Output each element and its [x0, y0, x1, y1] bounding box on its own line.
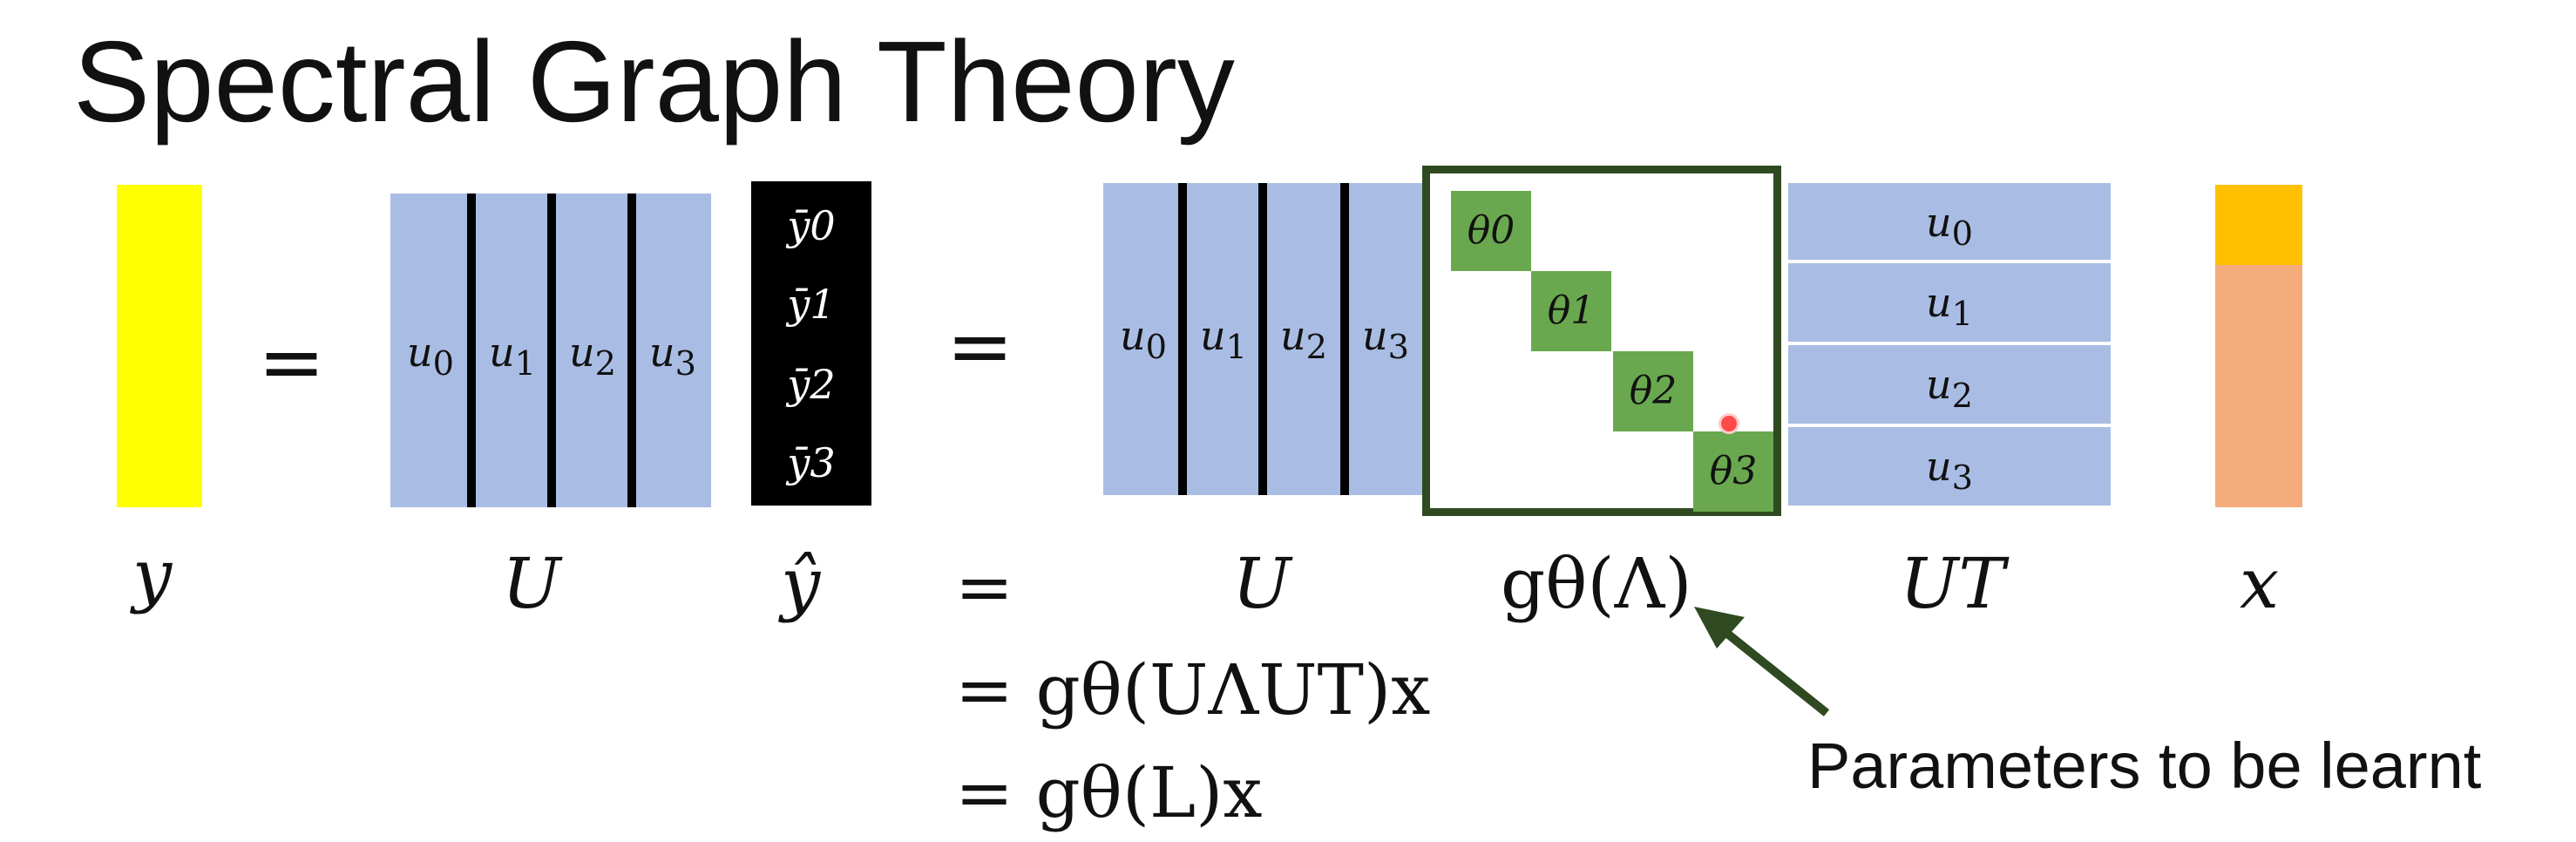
theta-cell: θ3 [1693, 431, 1773, 512]
u-col-sub: 1 [1225, 328, 1248, 368]
ut-row-sub: 1 [1951, 295, 1974, 335]
column-divider [467, 194, 476, 507]
u-col-sub: 3 [675, 344, 697, 384]
y-hat-entry: ȳ1 [787, 281, 836, 328]
u-col-label: u1 [1199, 312, 1248, 368]
u-col-sub: 2 [594, 344, 617, 384]
row-divider [1788, 342, 2111, 345]
equals-sign-2: = [946, 300, 1014, 393]
u-col-sub: 2 [1305, 328, 1328, 368]
theta-cell: θ0 [1451, 191, 1531, 271]
u-col-label: u3 [648, 329, 697, 384]
u-col-label: u3 [1361, 312, 1410, 368]
theta-cell: θ2 [1613, 351, 1693, 431]
label-u-transpose: UT [1900, 543, 2005, 624]
column-divider [1340, 183, 1349, 495]
label-u-2: U [1232, 543, 1291, 624]
u-col-sub: 0 [432, 344, 455, 384]
ut-row-sub: 2 [1951, 377, 1974, 417]
label-y: y [132, 534, 173, 615]
row-divider [1788, 260, 2111, 263]
ut-row-label: u2 [1925, 361, 1974, 417]
ut-row-sub: 3 [1951, 458, 1974, 499]
u-col-label: u2 [568, 329, 617, 384]
label-u: U [502, 543, 561, 624]
y-hat-entry: ȳ0 [787, 202, 836, 249]
y-hat-vector: ȳ0 ȳ1 ȳ2 ȳ3 [751, 181, 871, 506]
slide-title: Spectral Graph Theory [73, 17, 1235, 146]
equation-line-2: = gθ(L)x [955, 752, 1263, 833]
ut-row-sub: 0 [1951, 214, 1974, 255]
pointer-dot-icon [1718, 413, 1739, 434]
ut-row-label: u0 [1925, 199, 1974, 255]
column-divider [547, 194, 556, 507]
column-divider [627, 194, 636, 507]
y-hat-entry: ȳ3 [787, 439, 836, 486]
u-col-label: u0 [1119, 312, 1168, 368]
y-hat-entry: ȳ2 [787, 361, 836, 408]
theta-cell: θ1 [1531, 271, 1611, 351]
column-divider [1258, 183, 1267, 495]
g-theta-lambda-matrix: θ0 θ1 θ2 θ3 [1422, 166, 1781, 516]
u-col-label: u2 [1279, 312, 1328, 368]
u-col-label: u1 [488, 329, 537, 384]
ut-row-label: u3 [1925, 443, 1974, 499]
annotation-arrow [1694, 607, 1830, 716]
annotation-text: Parameters to be learnt [1807, 730, 2482, 802]
ut-row-label: u1 [1925, 279, 1974, 335]
u-matrix-left: u0 u1 u2 u3 [390, 194, 711, 507]
row-divider [1788, 424, 2111, 427]
column-divider [1178, 183, 1187, 495]
u-col-label: u0 [406, 329, 455, 384]
equals-sign-1: = [258, 316, 326, 409]
u-col-sub: 3 [1387, 328, 1410, 368]
x-vector-bottom [2215, 265, 2302, 507]
arrow-head [1694, 607, 1745, 648]
u-col-sub: 0 [1145, 328, 1168, 368]
u-col-sub: 1 [514, 344, 537, 384]
u-transpose-matrix: u0 u1 u2 u3 [1788, 183, 2111, 506]
equation-line-1: = gθ(UΛUT)x [955, 649, 1431, 730]
y-vector [117, 185, 202, 507]
label-x: x [2240, 543, 2280, 624]
label-g-theta-lambda: gθ(Λ) [1501, 543, 1692, 624]
arrow-shaft [1710, 619, 1830, 716]
x-vector-top [2215, 185, 2302, 265]
equals-sign-3: = [955, 547, 1014, 628]
u-matrix-right: u0 u1 u2 u3 [1103, 183, 1426, 495]
label-y-hat: ŷ [781, 543, 821, 624]
